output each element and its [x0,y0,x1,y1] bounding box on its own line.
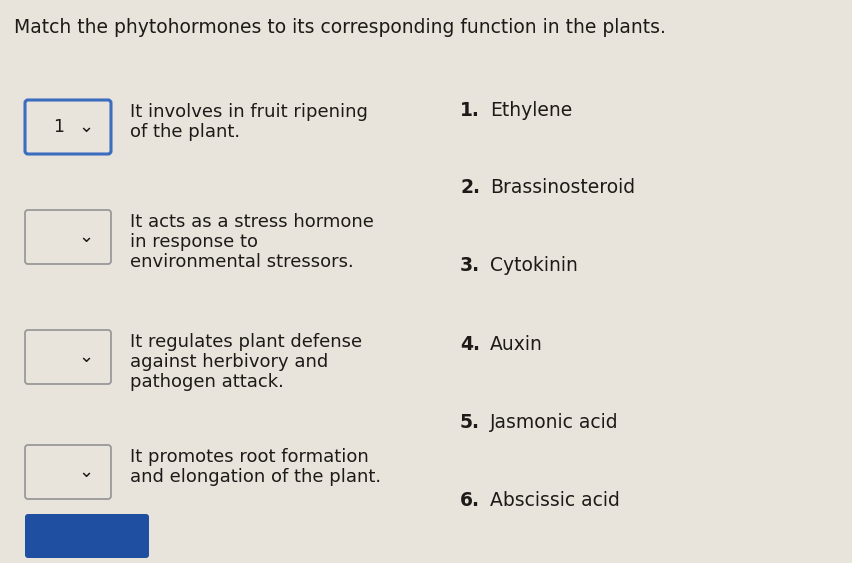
Text: against herbivory and: against herbivory and [130,353,328,371]
FancyBboxPatch shape [25,330,111,384]
Text: It promotes root formation: It promotes root formation [130,448,369,466]
Text: 1: 1 [53,118,64,136]
FancyBboxPatch shape [25,445,111,499]
Text: in response to: in response to [130,233,258,251]
Text: of the plant.: of the plant. [130,123,240,141]
Text: ⌄: ⌄ [78,348,93,366]
Text: It acts as a stress hormone: It acts as a stress hormone [130,213,374,231]
Text: Brassinosteroid: Brassinosteroid [490,178,635,197]
Text: 2.: 2. [460,178,480,197]
Text: pathogen attack.: pathogen attack. [130,373,284,391]
Text: Ethylene: Ethylene [490,101,573,120]
Text: Cytokinin: Cytokinin [490,256,578,275]
Text: 3.: 3. [460,256,481,275]
Text: ⌄: ⌄ [78,228,93,246]
Text: 6.: 6. [460,491,480,510]
Text: and elongation of the plant.: and elongation of the plant. [130,468,381,486]
FancyBboxPatch shape [25,514,149,558]
Text: It involves in fruit ripening: It involves in fruit ripening [130,103,368,121]
Text: Jasmonic acid: Jasmonic acid [490,413,619,432]
Text: Match the phytohormones to its corresponding function in the plants.: Match the phytohormones to its correspon… [14,18,666,37]
Text: 1.: 1. [460,101,480,120]
Text: 4.: 4. [460,335,480,354]
FancyBboxPatch shape [25,210,111,264]
FancyBboxPatch shape [25,100,111,154]
Text: Abscissic acid: Abscissic acid [490,491,620,510]
Text: 5.: 5. [460,413,480,432]
Text: It regulates plant defense: It regulates plant defense [130,333,362,351]
Text: ⌄: ⌄ [78,463,93,481]
Text: Auxin: Auxin [490,335,543,354]
Text: ⌄: ⌄ [78,118,93,136]
Text: environmental stressors.: environmental stressors. [130,253,354,271]
